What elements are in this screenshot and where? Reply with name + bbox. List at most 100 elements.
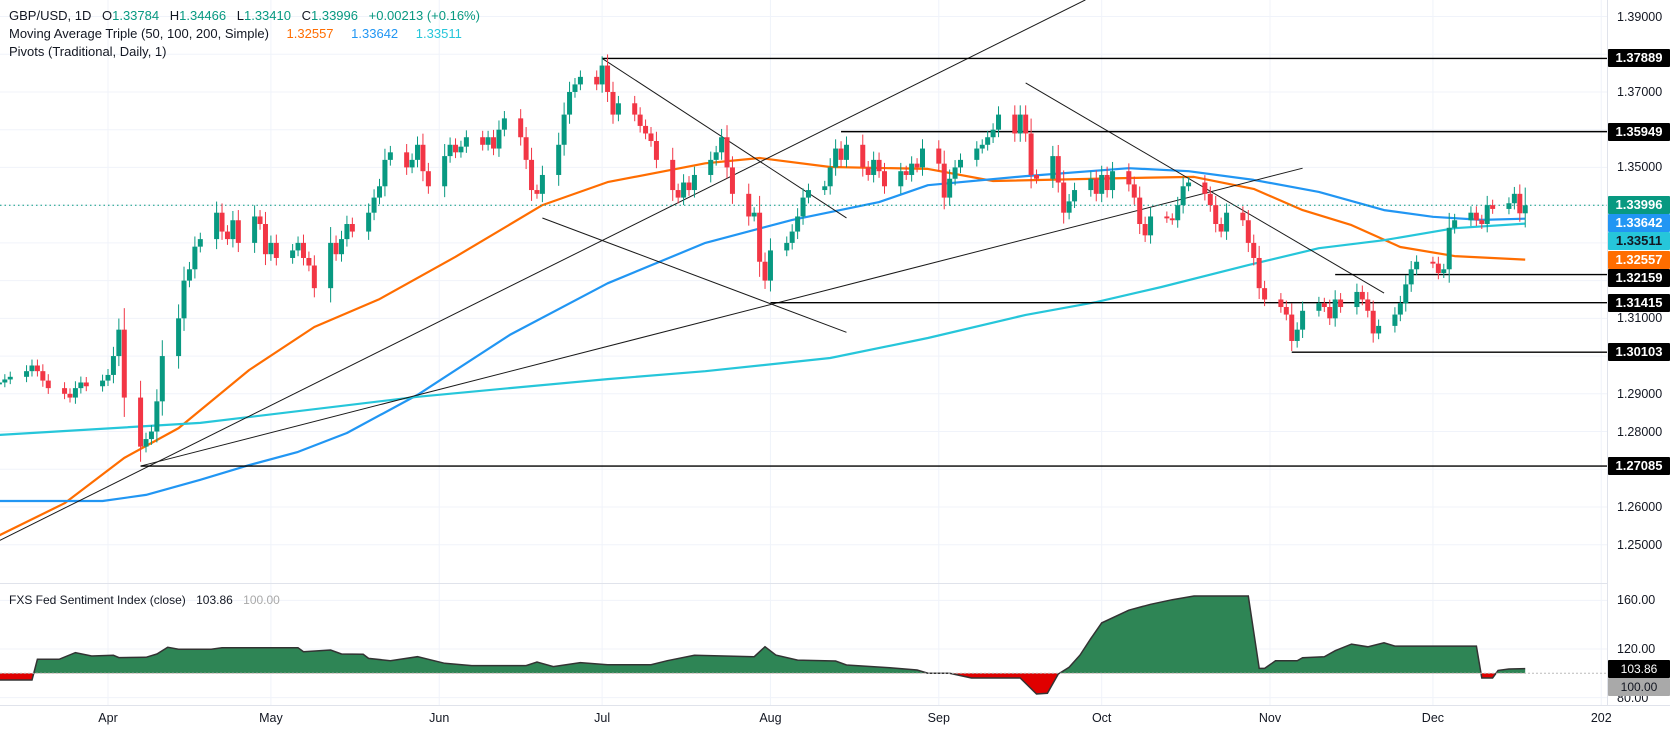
candle xyxy=(914,158,920,173)
candle xyxy=(29,359,35,377)
candle xyxy=(827,158,833,195)
candle xyxy=(653,131,659,169)
candle xyxy=(762,252,768,289)
candle-body xyxy=(83,382,89,387)
candle-body xyxy=(268,242,274,255)
candle xyxy=(1061,170,1067,224)
time-label-aug: Aug xyxy=(759,711,782,725)
candle xyxy=(295,236,301,257)
time-axis[interactable] xyxy=(0,705,1670,736)
candle-body xyxy=(898,171,904,187)
symbol-label[interactable]: GBP/USD, 1D xyxy=(9,8,92,23)
candle-body xyxy=(979,144,985,149)
candle xyxy=(1332,290,1338,327)
candle-body xyxy=(800,197,806,217)
candle xyxy=(311,255,317,298)
candle-body xyxy=(952,167,958,179)
candle-body xyxy=(404,152,410,168)
ohlc-high-key: H xyxy=(169,8,180,23)
price-tag: 1.30103 xyxy=(1608,343,1670,362)
candle-body xyxy=(1175,205,1181,221)
candle xyxy=(898,162,904,194)
candle xyxy=(458,140,464,158)
candle xyxy=(1392,307,1398,333)
candle xyxy=(686,176,692,196)
drawings[interactable] xyxy=(0,0,1607,541)
candle-body xyxy=(1414,261,1420,270)
sentiment-legend: FXS Fed Sentiment Index (close) 103.86 1… xyxy=(9,591,280,609)
sentiment-area-positive xyxy=(0,596,1526,674)
candle xyxy=(1088,171,1094,197)
candle xyxy=(45,374,51,394)
candle xyxy=(366,203,372,240)
candle-body xyxy=(458,146,464,153)
candle xyxy=(7,371,13,385)
candle xyxy=(333,235,339,261)
candle xyxy=(909,156,915,182)
candle xyxy=(1321,297,1327,312)
candle-body xyxy=(1452,220,1458,228)
candle-body xyxy=(643,125,649,134)
candle xyxy=(556,132,562,186)
candle xyxy=(1479,214,1485,229)
candle-body xyxy=(1397,303,1403,315)
candle xyxy=(523,127,529,170)
candle xyxy=(876,152,882,178)
candle-body xyxy=(1354,291,1360,308)
candle-body xyxy=(344,224,350,240)
candle-body xyxy=(941,163,947,198)
candle-body xyxy=(0,382,2,385)
candle-body xyxy=(637,114,643,126)
candle xyxy=(838,141,844,167)
candle xyxy=(34,359,40,377)
candle xyxy=(257,210,263,230)
candle-body xyxy=(632,103,638,115)
candle xyxy=(572,77,578,98)
ma100-value: 1.33642 xyxy=(351,26,399,41)
candle-body xyxy=(881,171,887,187)
ma-label[interactable]: Moving Average Triple (50, 100, 200, Sim… xyxy=(9,26,269,41)
candle-body xyxy=(784,242,790,251)
candle xyxy=(800,188,806,225)
candle xyxy=(1435,256,1441,280)
candle xyxy=(881,162,887,194)
candle-body xyxy=(349,224,355,232)
candle-body xyxy=(382,159,388,187)
candle xyxy=(1023,105,1029,142)
candle-body xyxy=(7,376,13,380)
candle-body xyxy=(577,76,583,85)
candle-body xyxy=(447,144,453,157)
candle xyxy=(219,203,225,240)
candle-body xyxy=(463,137,469,147)
candle-body xyxy=(230,220,236,240)
sentiment-value: 103.86 xyxy=(196,593,233,607)
candle xyxy=(518,109,524,146)
price-tag: 1.27085 xyxy=(1608,457,1670,476)
candle-body xyxy=(876,159,882,172)
candle xyxy=(979,139,985,154)
ma200-line xyxy=(0,222,1526,436)
price-pane[interactable] xyxy=(0,0,1607,541)
candle-body xyxy=(1316,303,1322,311)
candle xyxy=(648,127,654,147)
candle-body xyxy=(1256,257,1262,289)
price-axis-label: 1.25000 xyxy=(1617,537,1663,552)
candle-body xyxy=(757,212,763,262)
sentiment-axis-label: 120.00 xyxy=(1617,642,1656,656)
sentiment-title[interactable]: FXS Fed Sentiment Index (close) xyxy=(9,593,186,607)
candle xyxy=(306,251,312,272)
candle xyxy=(0,382,2,385)
candle xyxy=(1408,260,1414,292)
candle xyxy=(1131,176,1137,205)
candle-body xyxy=(1321,303,1327,308)
candle xyxy=(843,136,849,168)
candle xyxy=(1099,165,1105,203)
pivots-label[interactable]: Pivots (Traditional, Daily, 1) xyxy=(9,44,167,59)
candle xyxy=(1012,105,1018,142)
candle xyxy=(72,381,78,404)
candle xyxy=(643,119,649,140)
time-label-jul: Jul xyxy=(594,711,611,725)
candle-body xyxy=(838,148,844,160)
